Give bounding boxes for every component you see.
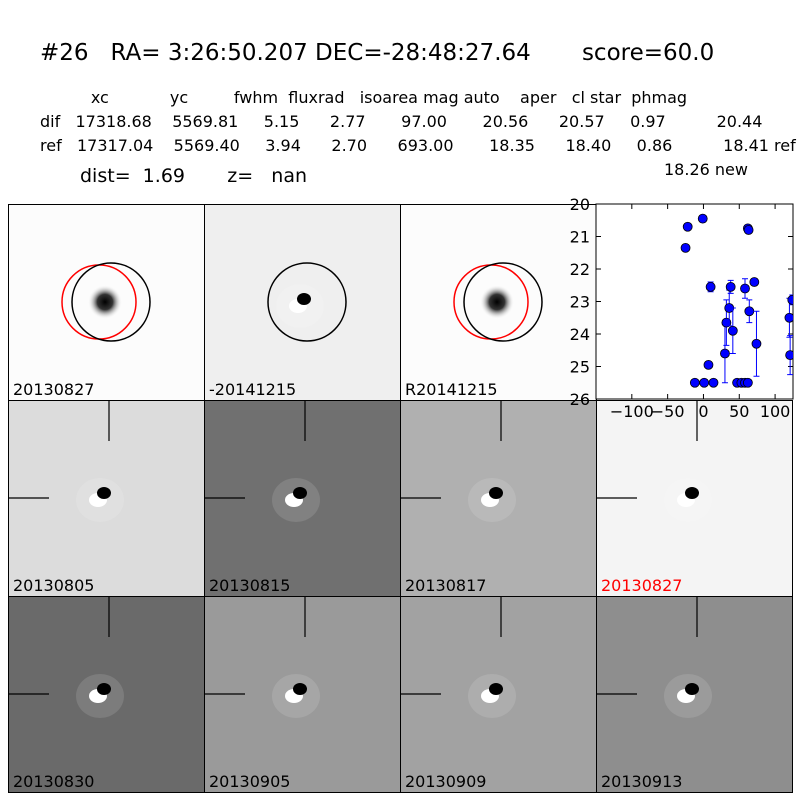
data-point xyxy=(743,225,754,235)
stamp-image xyxy=(61,262,151,342)
data-point xyxy=(749,277,760,287)
data-point xyxy=(751,338,762,349)
data-point xyxy=(689,377,700,388)
distance-redshift: dist= 1.69 z= nan xyxy=(80,165,308,187)
data-point xyxy=(699,377,710,388)
x-tick-label: −100 xyxy=(610,402,654,421)
data-point xyxy=(680,242,691,253)
stamp-image xyxy=(205,597,320,718)
stamp-date-label: R20141215 xyxy=(405,380,498,399)
data-point xyxy=(703,359,714,370)
stamp-date-label: -20141215 xyxy=(209,380,297,399)
stamp-date-label: 20130913 xyxy=(601,772,683,791)
aperture-circle-black xyxy=(267,262,347,342)
y-tick-label: 22 xyxy=(570,260,590,279)
stamp-new: 20130827 xyxy=(8,204,205,401)
stamp-image xyxy=(597,401,712,522)
stamp-epoch: 20130830 xyxy=(8,596,205,793)
x-tick-label: 50 xyxy=(729,402,749,421)
stamp-epoch: 20130815 xyxy=(204,400,401,597)
negative-lobe xyxy=(489,487,503,499)
negative-lobe xyxy=(297,293,311,305)
y-tick-label: 25 xyxy=(570,358,590,377)
y-tick-label: 26 xyxy=(570,390,590,409)
stamp-date-label: 20130905 xyxy=(209,772,291,791)
stamp-image xyxy=(9,401,124,522)
data-point xyxy=(785,350,793,361)
x-tick-label: 0 xyxy=(698,402,708,421)
page-title: #26 RA= 3:26:50.207 DEC=-28:48:27.64 sco… xyxy=(40,40,715,66)
stamp-date-label: 20130817 xyxy=(405,576,487,595)
stamp-date-label: 20130815 xyxy=(209,576,291,595)
negative-lobe xyxy=(97,683,111,695)
star-source xyxy=(480,285,514,319)
y-tick-label: 24 xyxy=(570,325,590,344)
negative-lobe xyxy=(685,487,699,499)
stamp-image xyxy=(597,597,712,718)
stamp-epoch: 20130913 xyxy=(596,596,793,793)
stamp-date-label: 20130805 xyxy=(13,576,95,595)
stamp-date-label: 20130830 xyxy=(13,772,95,791)
data-point xyxy=(784,312,793,323)
data-point xyxy=(740,283,750,294)
negative-lobe xyxy=(489,683,503,695)
data-point xyxy=(697,213,708,224)
stats-row-values: 17317.04 5569.40 3.94 2.70 693.00 18.35 … xyxy=(76,136,796,155)
stamp-image xyxy=(205,401,320,522)
stamp-difference: -20141215 xyxy=(204,204,401,401)
stamp-epoch: 20130805 xyxy=(8,400,205,597)
stamp-reference: R20141215 xyxy=(400,204,597,401)
data-point xyxy=(787,294,793,305)
aperture-circle-black xyxy=(463,262,543,342)
negative-lobe xyxy=(293,683,307,695)
data-point xyxy=(708,377,719,388)
data-point xyxy=(721,317,732,328)
stamp-date-label: 20130827 xyxy=(601,576,683,595)
stamp-image xyxy=(401,597,516,718)
light-curve-chart: 20 21 22 23 24 25 26 −100−50 0 50 100 xyxy=(570,195,794,421)
stamp-epoch: 20130827 xyxy=(596,400,793,597)
stamp-epoch: 20130817 xyxy=(400,400,597,597)
stamp-image xyxy=(267,262,347,342)
negative-lobe xyxy=(293,487,307,499)
y-tick-label: 23 xyxy=(570,293,590,312)
stamp-epoch: 20130905 xyxy=(204,596,401,793)
data-series xyxy=(680,213,793,388)
data-point xyxy=(742,377,753,388)
plot-area xyxy=(595,203,794,400)
stamp-image xyxy=(401,401,516,522)
stamp-image xyxy=(9,597,124,718)
stamp-image xyxy=(453,262,543,342)
negative-lobe xyxy=(97,487,111,499)
stamp-date-label: 20130909 xyxy=(405,772,487,791)
x-tick-label: −50 xyxy=(651,402,685,421)
stats-row-ref: ref 17317.04 5569.40 3.94 2.70 693.00 18… xyxy=(40,136,796,156)
data-point xyxy=(744,306,755,317)
data-point xyxy=(682,221,693,232)
phmag-new: 18.26 new xyxy=(664,160,748,179)
star-source xyxy=(88,285,122,319)
x-tick-label: 100 xyxy=(760,402,791,421)
stats-row-values: 17318.68 5569.81 5.15 2.77 97.00 20.56 2… xyxy=(75,112,763,131)
data-point xyxy=(727,325,738,336)
data-point xyxy=(705,281,716,292)
stats-row-label: dif xyxy=(40,112,61,131)
stats-row-dif: dif 17318.68 5569.81 5.15 2.77 97.00 20.… xyxy=(40,112,762,132)
stats-row-label: ref xyxy=(40,136,62,155)
aperture-circle-black xyxy=(71,262,151,342)
negative-lobe xyxy=(685,683,699,695)
y-tick-label: 20 xyxy=(570,195,590,214)
stamp-epoch: 20130909 xyxy=(400,596,597,793)
stamp-date-label: 20130827 xyxy=(13,380,95,399)
y-tick-label: 21 xyxy=(570,228,590,247)
stats-header: xc yc fwhm fluxrad isoarea mag auto aper… xyxy=(40,88,688,107)
data-point xyxy=(720,348,730,359)
data-point xyxy=(725,281,736,292)
